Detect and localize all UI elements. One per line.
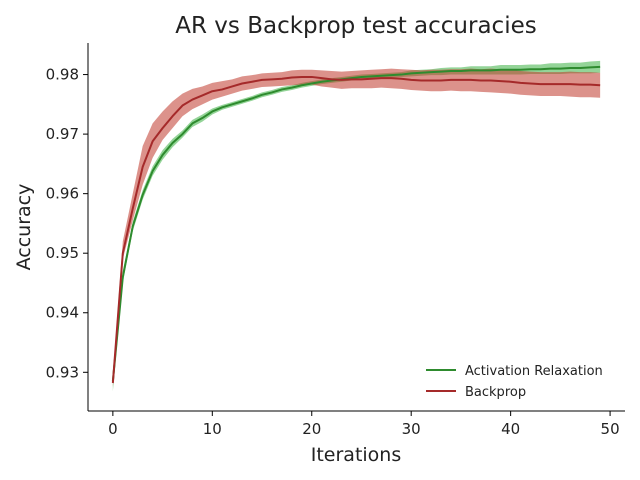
series-1-line (111, 75, 601, 384)
x-tick-label: 0 (108, 420, 118, 438)
y-tick-label: 0.93 (46, 363, 79, 381)
legend-label-0: Activation Relaxation (465, 364, 603, 379)
chart-title: AR vs Backprop test accuracies (175, 13, 536, 39)
y-tick-label: 0.97 (46, 125, 79, 143)
axes (87, 43, 625, 412)
x-tick-label: 20 (302, 420, 321, 438)
x-tick-label: 50 (601, 420, 620, 438)
x-tick-label: 10 (203, 420, 222, 438)
x-axis-label: Iterations (311, 444, 402, 466)
y-ticks: 0.93 0.94 0.95 0.96 0.97 0.98 (46, 66, 88, 381)
y-tick-label: 0.95 (46, 244, 79, 262)
confidence-bands (112, 60, 601, 392)
series-0-line (111, 65, 601, 382)
y-axis-label: Accuracy (13, 184, 35, 271)
x-ticks: 0 10 20 30 40 50 (108, 411, 620, 438)
y-tick-label: 0.94 (46, 304, 79, 322)
series-lines (111, 65, 601, 384)
y-tick-label: 0.98 (46, 66, 79, 84)
x-tick-label: 40 (501, 420, 520, 438)
x-tick-label: 30 (402, 420, 421, 438)
y-tick-label: 0.96 (46, 185, 79, 203)
legend-label-1: Backprop (465, 385, 526, 400)
legend: Activation Relaxation Backprop (426, 364, 603, 400)
series-1-band (112, 68, 601, 388)
